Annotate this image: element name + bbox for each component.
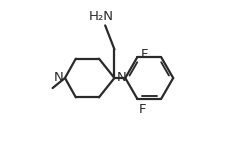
Text: N: N	[116, 71, 126, 84]
Text: F: F	[139, 103, 146, 116]
Text: N: N	[53, 71, 63, 84]
Text: H₂N: H₂N	[89, 10, 114, 23]
Text: F: F	[141, 48, 149, 61]
